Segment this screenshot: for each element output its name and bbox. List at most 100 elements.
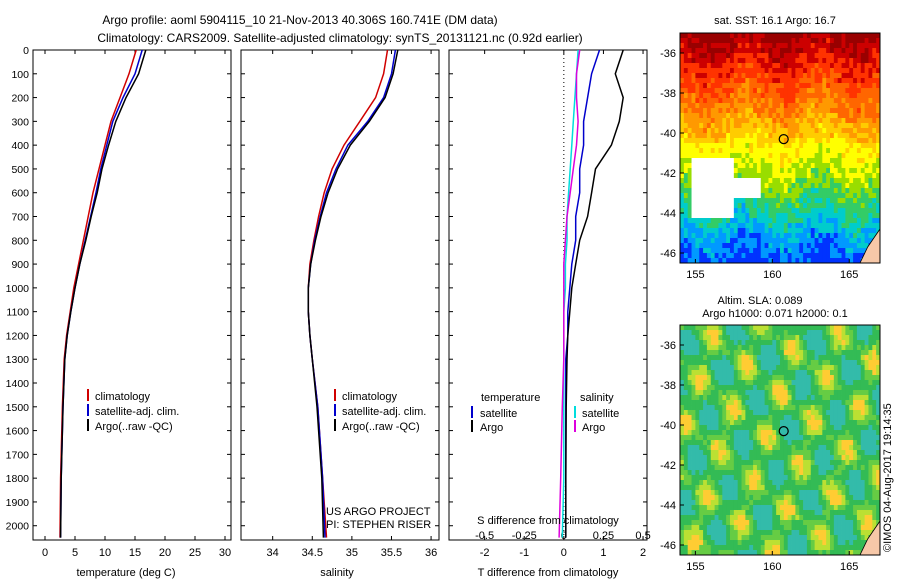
map-cell <box>841 258 846 263</box>
map-cell <box>830 345 835 351</box>
map-cell <box>699 450 704 456</box>
map-cell <box>872 168 877 174</box>
map-cell <box>830 385 835 391</box>
map-cell <box>860 118 866 124</box>
map-cell <box>691 365 696 371</box>
map-cell <box>841 238 846 244</box>
map-cell <box>730 203 735 209</box>
map-cell <box>841 138 846 144</box>
map-cell <box>703 168 708 174</box>
map-cell <box>806 133 812 139</box>
map-cell <box>864 123 869 129</box>
map-cell <box>864 345 869 351</box>
map-cell <box>741 193 746 199</box>
salinity-x-label: salinity <box>320 567 354 579</box>
map-cell <box>706 415 712 421</box>
map-cell <box>876 98 880 104</box>
map-cell <box>814 168 819 174</box>
map-cell <box>687 38 692 44</box>
map-cell <box>703 98 708 104</box>
map-cell <box>730 103 735 109</box>
map-cell <box>691 525 696 531</box>
map-cell <box>753 118 758 124</box>
map-cell <box>680 385 685 391</box>
map-cell <box>872 405 877 411</box>
map-cell <box>783 395 789 401</box>
map-cell <box>833 228 839 234</box>
map-cell <box>856 400 862 406</box>
map-cell <box>733 425 739 431</box>
map-cell <box>714 63 719 69</box>
y-tick-label: 1900 <box>6 497 30 509</box>
map-cell <box>841 345 846 351</box>
map-cell <box>683 118 689 124</box>
map-cell <box>710 515 716 521</box>
map-cell <box>768 108 773 114</box>
map-cell <box>691 465 696 471</box>
map-cell <box>841 400 846 406</box>
map-cell <box>830 335 835 341</box>
map-cell <box>683 108 689 114</box>
map-cell <box>837 485 842 491</box>
map-cell <box>764 425 769 431</box>
map-cell <box>714 183 719 189</box>
map-cell <box>791 465 796 471</box>
map-cell <box>733 38 739 44</box>
map-cell <box>749 253 754 259</box>
map-cell <box>706 193 712 199</box>
map-cell <box>726 345 731 351</box>
map-cell <box>841 430 846 436</box>
map-cell <box>703 545 708 551</box>
map-cell <box>814 178 819 184</box>
map-cell <box>818 530 823 536</box>
map-cell <box>745 178 750 184</box>
map-cell <box>733 480 739 486</box>
map-cell <box>768 505 773 511</box>
map-cell <box>733 375 739 381</box>
map-cell <box>714 83 719 89</box>
map-cell <box>810 410 816 416</box>
map-cell <box>833 405 839 411</box>
map-cell <box>818 88 823 94</box>
map-cell <box>749 123 754 129</box>
map-cell <box>868 43 873 49</box>
map-cell <box>722 530 727 536</box>
map-cell <box>849 470 854 476</box>
map-cell <box>818 365 823 371</box>
map-cell <box>703 420 708 426</box>
map-cell <box>691 148 696 154</box>
map-cell <box>699 530 704 536</box>
map-cell <box>814 238 819 244</box>
map-cell <box>714 118 719 124</box>
map-cell <box>722 480 727 486</box>
map-cell <box>745 203 750 209</box>
map-cell <box>718 253 723 259</box>
map-cell <box>837 173 842 179</box>
map-cell <box>741 198 746 204</box>
map-cell <box>764 118 769 124</box>
map-cell <box>726 535 731 541</box>
map-cell <box>695 360 700 366</box>
map-cell <box>803 430 808 436</box>
map-cell <box>803 330 808 336</box>
map-cell <box>745 188 750 194</box>
map-cell <box>787 143 792 149</box>
map-cell <box>837 223 842 229</box>
map-cell <box>822 208 827 214</box>
map-cell <box>733 340 739 346</box>
map-cell <box>856 208 862 214</box>
map-cell <box>706 163 712 169</box>
map-cell <box>733 188 739 194</box>
map-cell <box>853 440 858 446</box>
map-cell <box>783 340 789 346</box>
map-cell <box>756 465 762 471</box>
map-cell <box>764 58 769 64</box>
map-cell <box>837 78 842 84</box>
map-cell <box>860 425 866 431</box>
map-cell <box>799 213 804 219</box>
map-cell <box>718 248 723 254</box>
map-cell <box>791 345 796 351</box>
map-cell <box>756 540 762 546</box>
map-cell <box>768 158 773 164</box>
map-cell <box>830 38 835 44</box>
